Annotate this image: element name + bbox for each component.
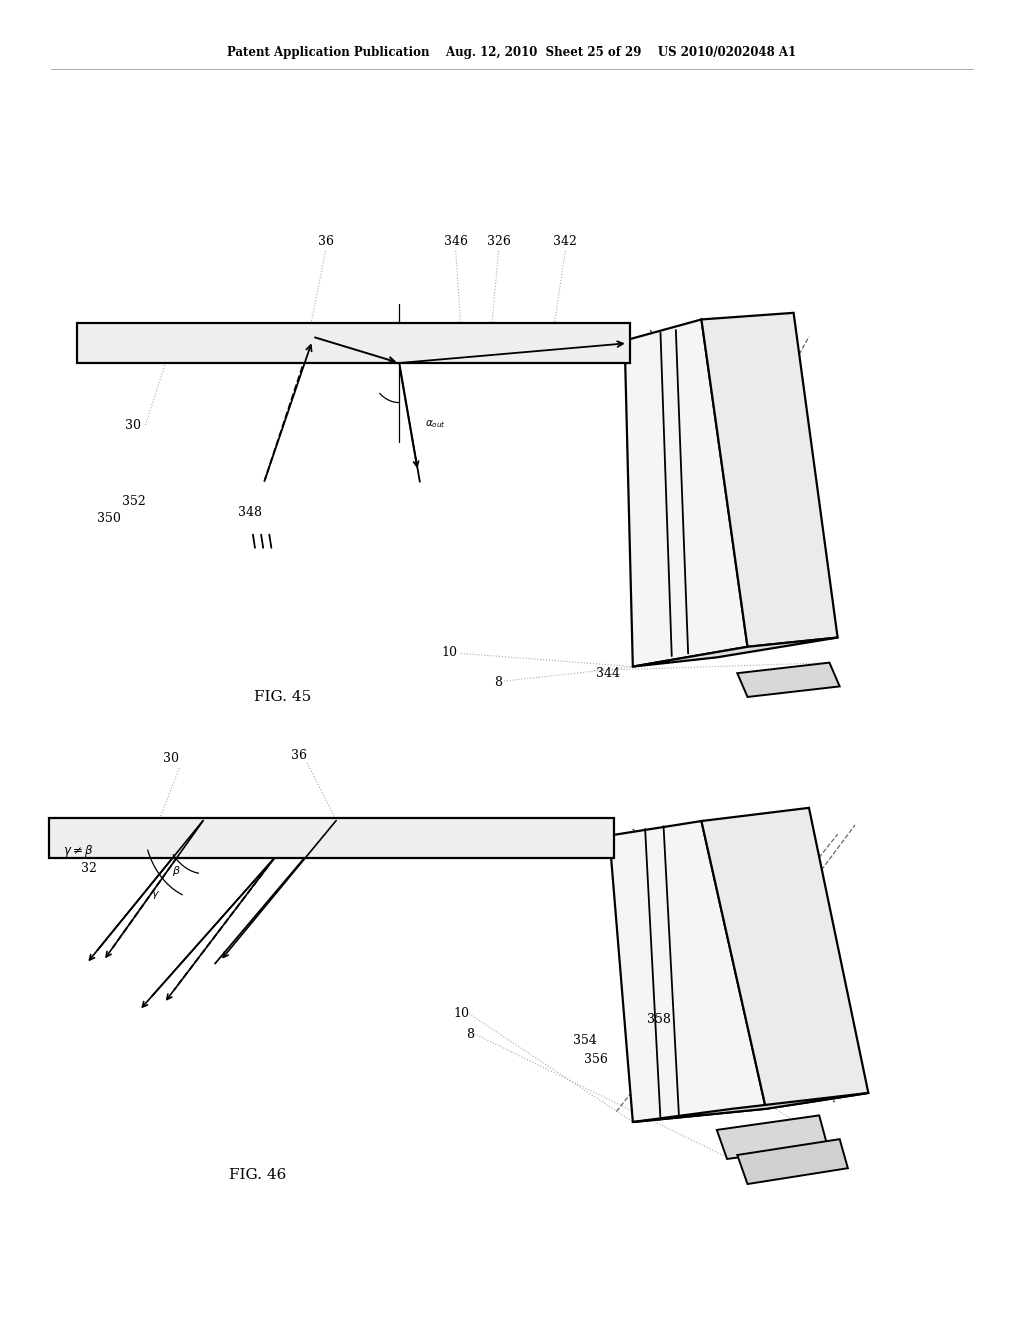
Polygon shape [49,818,614,858]
Text: 348: 348 [238,506,261,519]
Text: 10: 10 [441,645,458,659]
Text: 36: 36 [291,748,307,762]
Text: 8: 8 [466,1028,474,1041]
Text: 354: 354 [573,1034,597,1047]
Polygon shape [633,638,838,667]
Text: 342: 342 [553,235,578,248]
Text: 352: 352 [122,495,145,508]
Polygon shape [737,663,840,697]
Polygon shape [625,319,748,667]
Text: FIG. 45: FIG. 45 [254,690,311,704]
Text: 346: 346 [443,235,468,248]
Text: 32: 32 [81,862,97,875]
Text: $\gamma$: $\gamma$ [152,888,160,902]
Polygon shape [737,1139,848,1184]
Polygon shape [633,1093,868,1122]
Text: FIG. 46: FIG. 46 [229,1168,287,1181]
Text: $\beta$: $\beta$ [172,865,180,878]
Text: 350: 350 [97,512,121,525]
Polygon shape [717,1115,827,1159]
Text: 10: 10 [453,1007,469,1020]
Polygon shape [77,323,630,363]
Text: 344: 344 [596,667,620,680]
Text: 358: 358 [647,1012,671,1026]
Polygon shape [701,808,868,1109]
Text: 30: 30 [163,752,179,766]
Text: 30: 30 [125,418,141,432]
Polygon shape [609,821,766,1122]
Text: 8: 8 [494,676,502,689]
Text: 326: 326 [486,235,511,248]
Text: $\alpha_{out}$: $\alpha_{out}$ [425,418,445,430]
Text: 36: 36 [317,235,334,248]
Text: 356: 356 [584,1053,607,1067]
Text: Patent Application Publication    Aug. 12, 2010  Sheet 25 of 29    US 2010/02020: Patent Application Publication Aug. 12, … [227,46,797,59]
Text: $\gamma$$\neq$$\beta$: $\gamma$$\neq$$\beta$ [63,843,94,859]
Polygon shape [701,313,838,647]
